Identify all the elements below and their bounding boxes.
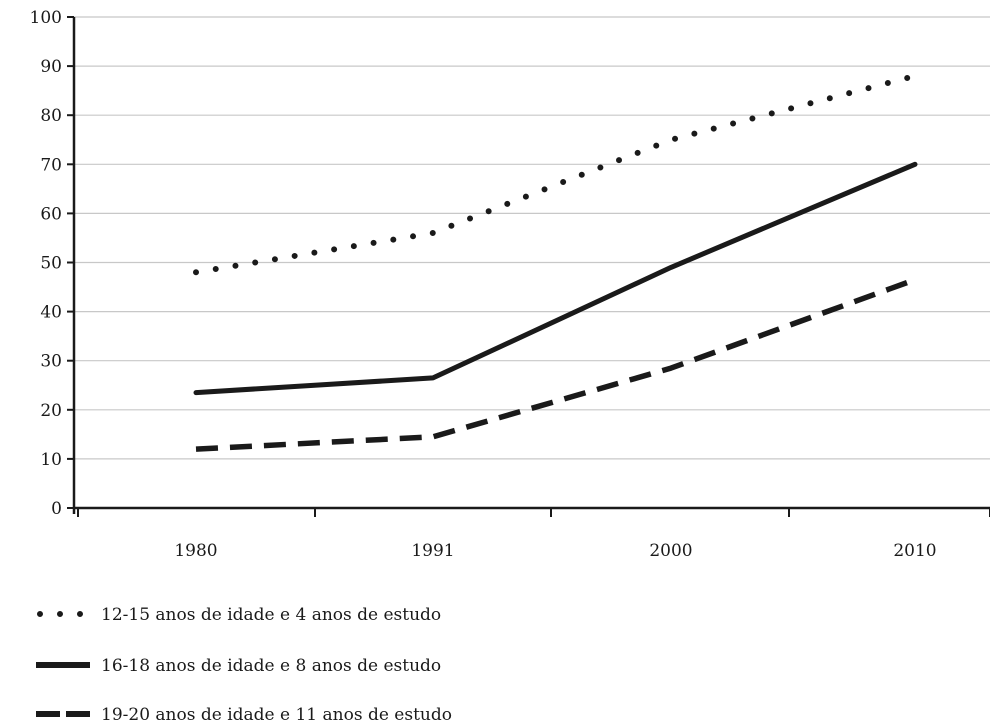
y-tick-label: 100: [30, 8, 62, 28]
x-tick-label: 2010: [893, 541, 936, 561]
y-tick-label: 0: [51, 499, 62, 519]
x-axis-ticks: 1980 1991 2000 2010: [77, 508, 990, 561]
y-tick-label: 40: [40, 303, 62, 323]
series-line-dotted: [193, 72, 918, 276]
y-tick-label: 80: [40, 106, 62, 126]
y-tick-label: 70: [40, 155, 62, 175]
series-line-solid: [193, 161, 918, 396]
series-line-dashed: [195, 277, 916, 452]
legend-label: 12-15 anos de idade e 4 anos de estudo: [101, 605, 441, 625]
x-tick-label: 2000: [649, 541, 692, 561]
y-tick-label: 50: [40, 254, 62, 274]
y-tick-label: 10: [40, 450, 62, 470]
y-axis-ticks: 0 10 20 30 40 50 60 70 80 90 100: [30, 8, 74, 519]
y-tick-label: 30: [40, 352, 62, 372]
y-tick-label: 90: [40, 57, 62, 77]
legend-label: 16-18 anos de idade e 8 anos de estudo: [101, 656, 441, 676]
x-tick-label: 1980: [174, 541, 217, 561]
y-tick-label: 20: [40, 401, 62, 421]
legend: 12-15 anos de idade e 4 anos de estudo 16…: [36, 605, 452, 725]
y-tick-label: 60: [40, 204, 62, 224]
gridlines: [74, 16, 990, 460]
axes: [72, 17, 990, 514]
series-lines: [193, 72, 918, 452]
x-tick-label: 1991: [411, 541, 454, 561]
legend-label: 19-20 anos de idade e 11 anos de estudo: [101, 705, 452, 725]
